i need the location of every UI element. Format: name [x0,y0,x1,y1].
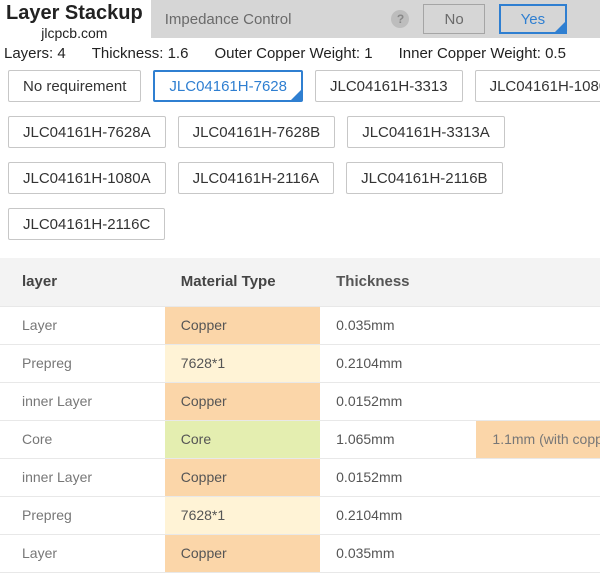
stackup-table: layer Material Type Thickness LayerCoppe… [0,258,600,573]
cell-layer-name: Prepreg [0,344,165,382]
table-row: Prepreg7628*10.2104mm [0,344,600,382]
spec-thickness: Thickness: 1.6 [92,45,189,62]
stackup-option[interactable]: JLC04161H-2116C [8,208,165,240]
option-row: JLC04161H-1080A JLC04161H-2116A JLC04161H-… [8,162,596,194]
stackup-option[interactable]: JLC04161H-1080A [8,162,166,194]
stackup-option[interactable]: JLC04161H-1080 [475,70,600,102]
selected-corner-icon [555,22,565,32]
selected-corner-icon [291,90,301,100]
cell-extra [476,496,600,534]
cell-extra [476,344,600,382]
table-row: inner LayerCopper0.0152mm [0,458,600,496]
cell-material: Copper [165,458,320,496]
cell-extra: 1.1mm (with copper) [476,420,600,458]
table-row: inner LayerCopper0.0152mm [0,382,600,420]
cell-layer-name: inner Layer [0,382,165,420]
impedance-yes-button[interactable]: Yes [499,4,567,34]
table-row: LayerCopper0.035mm [0,306,600,344]
cell-material: 7628*1 [165,344,320,382]
spec-layers: Layers: 4 [4,45,66,62]
cell-thickness: 0.035mm [320,534,476,572]
stackup-option[interactable]: JLC04161H-3313A [347,116,505,148]
cell-layer-name: Core [0,420,165,458]
page-title: Layer Stackup [6,2,143,25]
table-row: LayerCopper0.035mm [0,534,600,572]
cell-extra [476,306,600,344]
stackup-option[interactable]: JLC04161H-7628B [178,116,336,148]
cell-thickness: 0.0152mm [320,458,476,496]
cell-thickness: 1.065mm [320,420,476,458]
col-layer: layer [0,258,165,306]
cell-layer-name: Layer [0,306,165,344]
table-header-row: layer Material Type Thickness [0,258,600,306]
help-icon[interactable]: ? [391,10,409,28]
option-row: No requirement JLC04161H-7628 JLC04161H-33… [8,70,596,102]
col-extra [476,258,600,306]
stackup-option[interactable]: JLC04161H-3313 [315,70,463,102]
cell-layer-name: inner Layer [0,458,165,496]
cell-thickness: 0.2104mm [320,344,476,382]
impedance-yes-label: Yes [521,11,545,28]
cell-extra [476,458,600,496]
cell-thickness: 0.0152mm [320,382,476,420]
stackup-option[interactable]: JLC04161H-2116B [346,162,502,194]
title-block: Layer Stackup jlcpcb.com [0,0,149,41]
cell-thickness: 0.2104mm [320,496,476,534]
option-row: JLC04161H-2116C [8,208,596,240]
spec-outer-copper: Outer Copper Weight: 1 [214,45,372,62]
stackup-table-wrap: layer Material Type Thickness LayerCoppe… [0,258,600,573]
cell-material: Copper [165,306,320,344]
cell-material: Core [165,420,320,458]
spec-inner-copper: Inner Copper Weight: 0.5 [399,45,566,62]
col-thickness: Thickness [320,258,476,306]
table-row: CoreCore1.065mm1.1mm (with copper) [0,420,600,458]
cell-material: Copper [165,534,320,572]
stackup-option[interactable]: JLC04161H-7628 [153,70,303,102]
cell-extra [476,382,600,420]
stackup-option[interactable]: JLC04161H-2116A [178,162,334,194]
impedance-control-bar: Impedance Control ? No Yes [151,0,600,38]
table-row: Prepreg7628*10.2104mm [0,496,600,534]
specs-row: Layers: 4 Thickness: 1.6 Outer Copper We… [0,41,600,68]
cell-layer-name: Layer [0,534,165,572]
stackup-options: No requirement JLC04161H-7628 JLC04161H-33… [0,68,600,240]
cell-thickness: 0.035mm [320,306,476,344]
page-subtitle: jlcpcb.com [6,25,143,41]
cell-extra [476,534,600,572]
impedance-label: Impedance Control [165,11,292,28]
cell-material: Copper [165,382,320,420]
option-row: JLC04161H-7628A JLC04161H-7628B JLC04161H-… [8,116,596,148]
stackup-option[interactable]: JLC04161H-7628A [8,116,166,148]
cell-layer-name: Prepreg [0,496,165,534]
stackup-option[interactable]: No requirement [8,70,141,102]
impedance-no-button[interactable]: No [423,4,484,34]
table-body: LayerCopper0.035mmPrepreg7628*10.2104mmi… [0,306,600,572]
header: Layer Stackup jlcpcb.com Impedance Contr… [0,0,600,41]
cell-material: 7628*1 [165,496,320,534]
col-material: Material Type [165,258,320,306]
